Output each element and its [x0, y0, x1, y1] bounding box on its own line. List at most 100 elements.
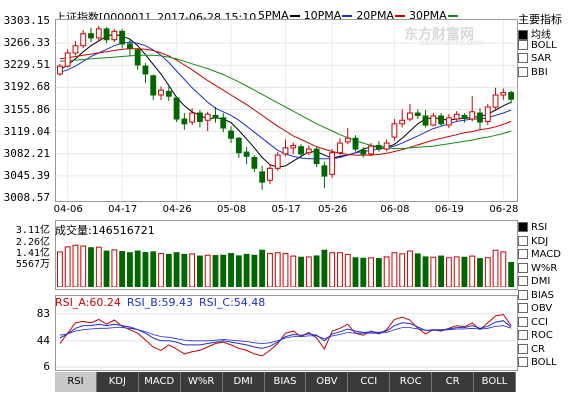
indicator-option-rsi[interactable]: RSI: [518, 222, 547, 233]
candle[interactable]: [165, 85, 172, 102]
candle[interactable]: [88, 27, 94, 43]
candle[interactable]: [492, 87, 499, 111]
candle[interactable]: [399, 109, 406, 128]
candle[interactable]: [500, 88, 507, 100]
indicator-option-wr[interactable]: W%R: [518, 262, 557, 274]
candle[interactable]: [313, 146, 320, 168]
indicator-option-dmi[interactable]: DMI: [518, 276, 550, 287]
candle[interactable]: [477, 108, 483, 130]
candle[interactable]: [235, 137, 242, 159]
indicator-checkbox[interactable]: [518, 357, 528, 367]
candle[interactable]: [181, 113, 188, 130]
indicator-option-macd[interactable]: MACD: [518, 249, 561, 260]
indicator-option-cci[interactable]: CCI: [518, 316, 548, 328]
indicator-option-kdj[interactable]: KDJ: [518, 235, 548, 247]
candle[interactable]: [72, 40, 79, 56]
candle[interactable]: [430, 113, 437, 127]
candle[interactable]: [119, 28, 126, 49]
price-plot[interactable]: [56, 20, 515, 199]
tab-wr[interactable]: W%R: [180, 372, 223, 392]
candle[interactable]: [142, 63, 149, 83]
candle[interactable]: [150, 74, 157, 100]
indicator-option-boll[interactable]: BOLL: [518, 357, 557, 368]
indicator-checkbox[interactable]: [518, 53, 528, 63]
candle[interactable]: [368, 143, 374, 157]
indicator-checkbox[interactable]: [518, 39, 528, 50]
indicator-checkbox[interactable]: [518, 276, 528, 286]
candle[interactable]: [484, 104, 491, 126]
indicator-checkbox[interactable]: [518, 249, 528, 259]
tab-cci[interactable]: CCI: [348, 372, 391, 392]
indicator-option-cr[interactable]: CR: [518, 343, 545, 355]
candle[interactable]: [220, 113, 227, 133]
candle[interactable]: [360, 147, 367, 158]
candle[interactable]: [134, 48, 141, 70]
candle[interactable]: [173, 96, 180, 123]
tab-bias[interactable]: BIAS: [264, 372, 307, 392]
candle[interactable]: [282, 139, 289, 157]
candle[interactable]: [422, 110, 429, 128]
candle[interactable]: [228, 126, 234, 144]
candle[interactable]: [111, 28, 118, 43]
candle[interactable]: [414, 109, 421, 120]
candle[interactable]: [383, 139, 390, 152]
indicator-checkbox[interactable]: [518, 330, 528, 340]
indicator-checkbox[interactable]: [518, 289, 528, 300]
indicator-checkbox[interactable]: [518, 30, 528, 40]
indicator-option-roc[interactable]: ROC: [518, 330, 553, 341]
candle[interactable]: [126, 39, 133, 56]
candle[interactable]: [344, 128, 351, 145]
rsi-plot[interactable]: [56, 296, 515, 368]
candle[interactable]: [461, 113, 468, 123]
candle[interactable]: [204, 111, 211, 132]
candle[interactable]: [243, 147, 250, 165]
tab-dmi[interactable]: DMI: [222, 372, 265, 392]
indicator-option-sar[interactable]: SAR: [518, 53, 551, 64]
candle[interactable]: [329, 149, 336, 178]
volume-plot[interactable]: [56, 221, 515, 287]
candle[interactable]: [375, 141, 382, 152]
candle[interactable]: [80, 30, 87, 49]
candle[interactable]: [305, 145, 312, 156]
indicator-checkbox[interactable]: [518, 343, 528, 354]
candle[interactable]: [453, 111, 460, 122]
candle[interactable]: [337, 138, 343, 156]
candle[interactable]: [391, 119, 398, 141]
candle[interactable]: [438, 113, 445, 127]
candle[interactable]: [56, 63, 63, 76]
tab-roc[interactable]: ROC: [390, 372, 433, 392]
candle[interactable]: [321, 161, 328, 189]
candle[interactable]: [189, 108, 196, 126]
tab-obv[interactable]: OBV: [306, 372, 349, 392]
candle[interactable]: [469, 96, 476, 122]
tab-cr[interactable]: CR: [432, 372, 475, 392]
candle[interactable]: [212, 107, 219, 123]
indicator-option-obv[interactable]: OBV: [518, 303, 552, 314]
indicator-option-bbi[interactable]: BBI: [518, 66, 548, 78]
tab-macd[interactable]: MACD: [138, 372, 181, 392]
candle[interactable]: [197, 110, 203, 128]
indicator-checkbox[interactable]: [518, 235, 528, 246]
candle[interactable]: [290, 142, 297, 154]
candle[interactable]: [352, 135, 359, 152]
indicator-checkbox[interactable]: [518, 222, 528, 232]
candle[interactable]: [274, 152, 281, 171]
candle[interactable]: [407, 104, 413, 122]
indicator-option-bias[interactable]: BIAS: [518, 289, 554, 301]
candle[interactable]: [259, 165, 266, 190]
candle[interactable]: [508, 90, 515, 104]
candle[interactable]: [267, 164, 273, 184]
candle[interactable]: [95, 25, 102, 41]
indicator-checkbox[interactable]: [518, 316, 528, 327]
candle[interactable]: [445, 114, 452, 129]
tab-boll[interactable]: BOLL: [474, 372, 516, 392]
candle[interactable]: [158, 86, 164, 100]
indicator-checkbox[interactable]: [518, 262, 528, 273]
indicator-checkbox[interactable]: [518, 303, 528, 313]
tab-rsi[interactable]: RSI: [55, 372, 97, 392]
candle[interactable]: [64, 49, 71, 68]
candle[interactable]: [251, 155, 258, 172]
indicator-checkbox[interactable]: [518, 66, 528, 77]
tab-kdj[interactable]: KDJ: [96, 372, 139, 392]
candle[interactable]: [298, 144, 304, 159]
